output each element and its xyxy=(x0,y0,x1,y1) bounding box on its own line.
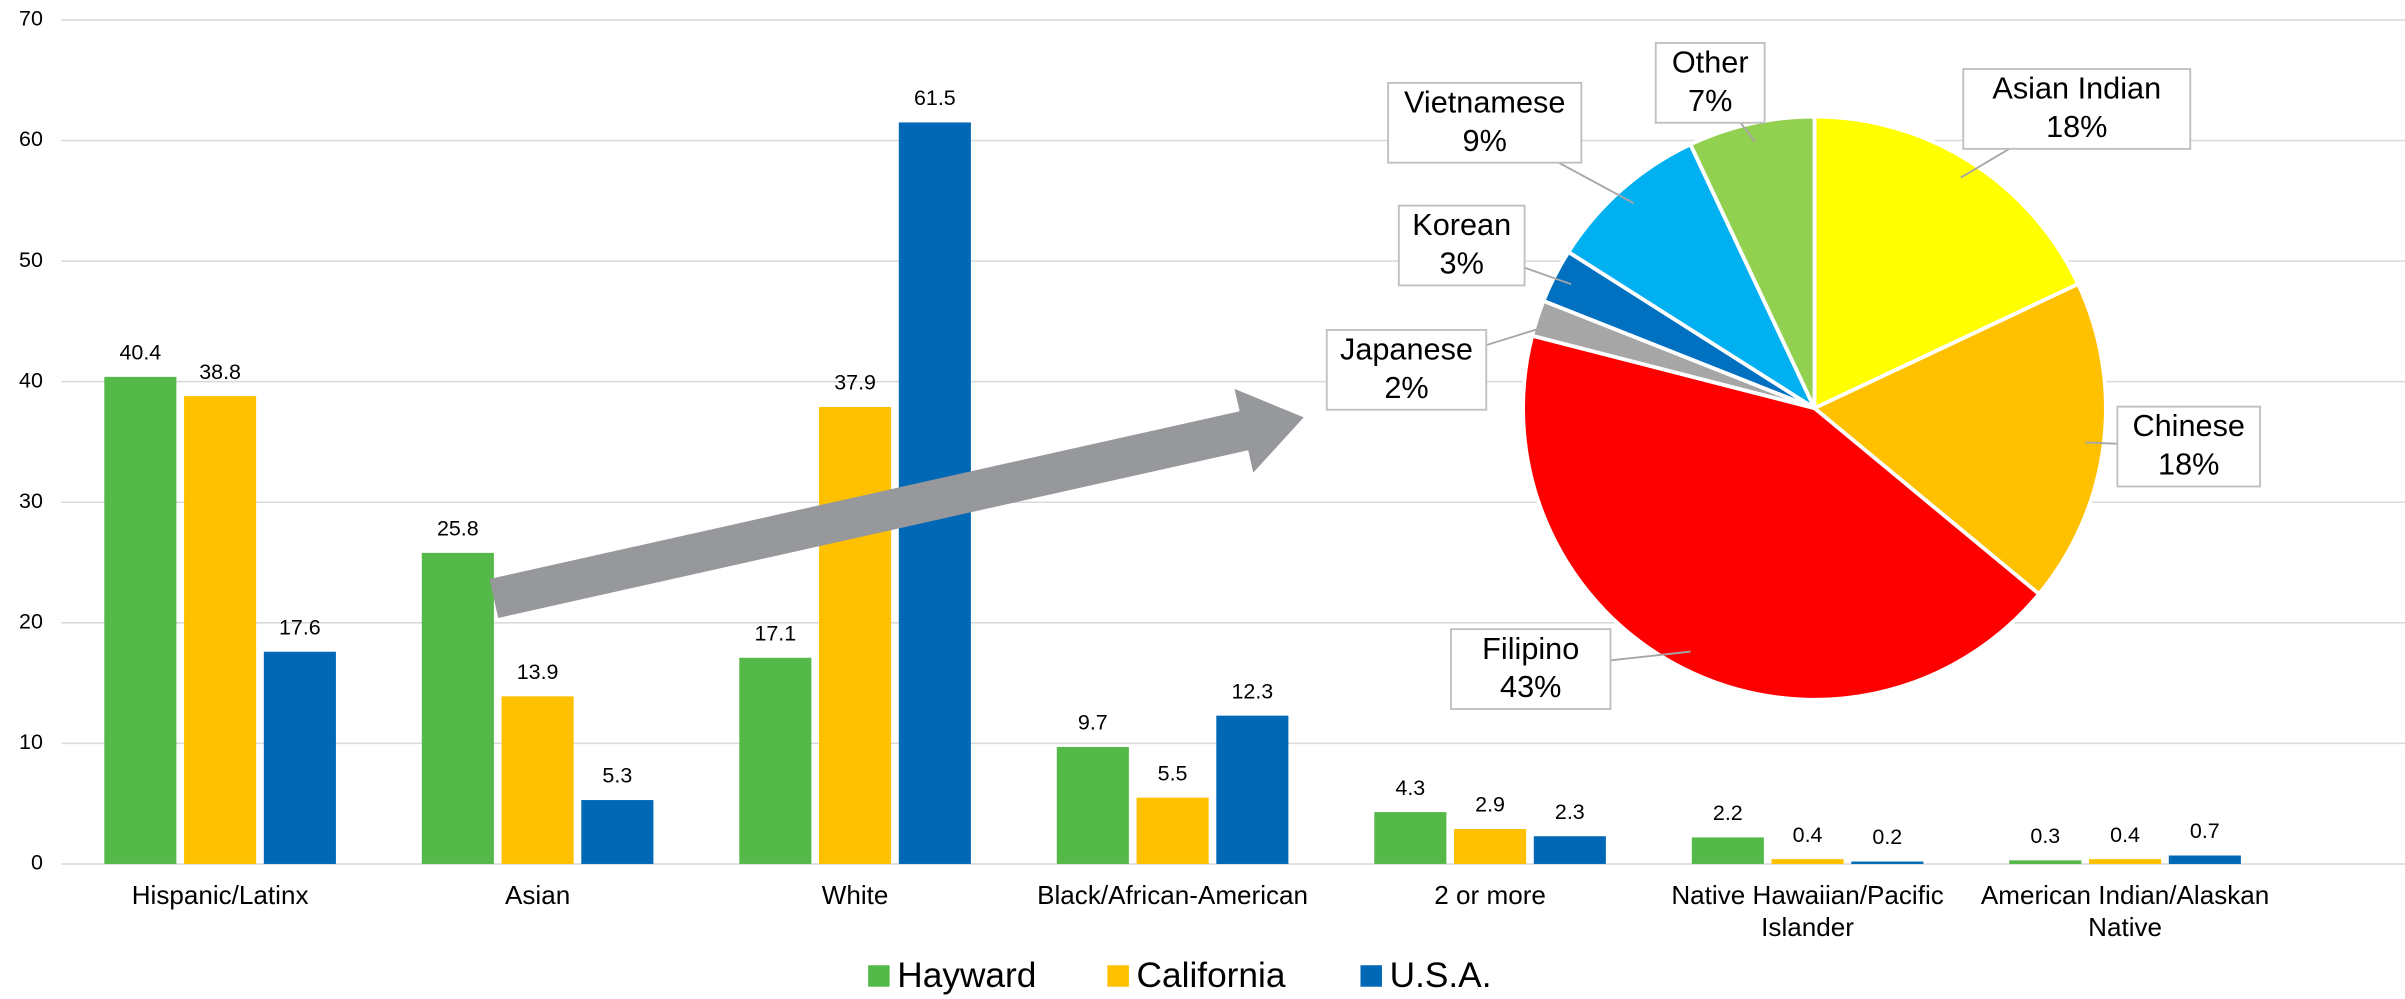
bar xyxy=(739,657,812,864)
y-tick-label: 10 xyxy=(19,730,43,754)
bar xyxy=(104,376,177,864)
pie-label-value: 7% xyxy=(1688,83,1732,118)
x-tick-label: Asian xyxy=(504,880,571,910)
pie-label-name: Asian Indian xyxy=(1992,71,2161,106)
bar xyxy=(501,696,574,864)
legend-label: Hayward xyxy=(897,956,1036,995)
data-label: 37.9 xyxy=(834,371,876,395)
y-tick-label: 20 xyxy=(19,609,43,633)
bar xyxy=(184,396,257,864)
pie: Asian Indian18%Chinese18%Filipino43%Japa… xyxy=(1325,42,2261,710)
legend-swatch xyxy=(1360,965,1382,987)
data-label: 40.4 xyxy=(119,340,161,364)
bar xyxy=(1454,828,1527,864)
bar xyxy=(421,552,494,864)
data-label: 5.5 xyxy=(1158,761,1188,785)
bar xyxy=(819,406,892,864)
x-tick-label-box: Asian xyxy=(504,880,571,910)
arrow xyxy=(489,388,1304,618)
data-label: 12.3 xyxy=(1231,679,1273,703)
data-label: 0.2 xyxy=(1872,825,1902,849)
data-label: 61.5 xyxy=(914,86,956,110)
pie-slice xyxy=(1565,141,1820,414)
y-tick-label: 30 xyxy=(19,489,43,513)
pie-label-value: 43% xyxy=(1500,669,1561,704)
x-tick-label-box: 2 or more xyxy=(1434,880,1546,910)
data-label: 5.3 xyxy=(602,764,632,788)
x-tick-label-box: Hispanic/Latinx xyxy=(131,880,309,910)
pie-slice xyxy=(1521,333,2042,702)
pie-label-value: 2% xyxy=(1384,370,1428,405)
bar xyxy=(581,800,654,864)
bar xyxy=(263,651,336,864)
x-tick-label-box: Native Hawaiian/Pacific Islander xyxy=(1671,880,1944,943)
legend-label: California xyxy=(1137,956,1286,995)
x-tick-label: 2 or more xyxy=(1434,880,1546,910)
bar xyxy=(1374,812,1447,864)
x-tick-label-box: American Indian/Alaskan Native xyxy=(1980,880,2270,943)
grid: 0 10 20 30 40 50 60 70 Hispanic/Latinx Asian White… xyxy=(19,7,2405,943)
data-label: 9.7 xyxy=(1078,711,1108,735)
label-box xyxy=(2116,405,2261,488)
x-tick-label-box: Black/African-American xyxy=(1037,880,1309,910)
data-label: 13.9 xyxy=(517,660,559,684)
data-label: 0.3 xyxy=(2030,824,2060,848)
data-label: 2.2 xyxy=(1713,801,1743,825)
pie-label-value: 18% xyxy=(2158,447,2219,482)
x-tick-label: American Indian/Alaskan Native xyxy=(1980,880,2270,943)
pie-label-value: 3% xyxy=(1440,246,1484,281)
x-tick-label: White xyxy=(821,880,889,910)
pie-label-name: Korean xyxy=(1412,207,1511,242)
y-tick-label: 0 xyxy=(31,851,43,875)
legend-swatch xyxy=(1107,965,1129,987)
x-tick-label: Hispanic/Latinx xyxy=(131,880,309,910)
bar xyxy=(1136,797,1209,864)
label-box xyxy=(1962,68,2192,150)
pie-slice xyxy=(1812,114,2081,412)
pie-label-name: Vietnamese xyxy=(1404,84,1565,119)
data-label: 2.9 xyxy=(1475,793,1505,817)
label-box xyxy=(1325,329,1488,411)
y-tick-label: 40 xyxy=(19,368,43,392)
data-label: 0.7 xyxy=(2190,819,2220,843)
label-box xyxy=(1450,628,1612,710)
y-tick-label: 70 xyxy=(19,7,43,31)
pie-label-value: 9% xyxy=(1463,123,1507,158)
data-label: 17.1 xyxy=(754,621,796,645)
y-tick-label: 60 xyxy=(19,127,43,151)
bar xyxy=(1691,837,1764,864)
bar xyxy=(1771,859,1844,864)
data-label: 0.4 xyxy=(1793,823,1823,847)
bar xyxy=(1056,747,1129,864)
bar xyxy=(2009,860,2082,864)
legend-swatch xyxy=(868,965,890,987)
pie-label-name: Other xyxy=(1672,45,1749,80)
label-box xyxy=(1397,204,1526,287)
y-tick-label: 50 xyxy=(19,248,43,272)
bar xyxy=(2089,859,2162,864)
x-tick-label: Native Hawaiian/Pacific Islander xyxy=(1671,880,1944,943)
pie-label-name: Filipino xyxy=(1482,631,1579,666)
label-box xyxy=(1387,81,1583,164)
x-tick-label: Black/African-American xyxy=(1037,880,1309,910)
bar xyxy=(1216,715,1289,864)
legend-label: U.S.A. xyxy=(1390,956,1492,995)
data-label: 4.3 xyxy=(1395,776,1425,800)
bar xyxy=(1851,861,1924,864)
bar xyxy=(2168,855,2241,864)
x-tick-label-box: White xyxy=(821,880,889,910)
data-label: 2.3 xyxy=(1555,800,1585,824)
pie-label-name: Japanese xyxy=(1340,332,1473,367)
pie-slice xyxy=(1810,281,2108,597)
data-label: 38.8 xyxy=(199,360,241,384)
pie-label-name: Chinese xyxy=(2132,408,2245,443)
label-box xyxy=(1654,42,1766,124)
data-label: 0.4 xyxy=(2110,823,2140,847)
pie-label-value: 18% xyxy=(2046,109,2107,144)
bar xyxy=(1533,836,1606,864)
data-label: 17.6 xyxy=(279,615,321,639)
data-label: 25.8 xyxy=(437,517,479,541)
